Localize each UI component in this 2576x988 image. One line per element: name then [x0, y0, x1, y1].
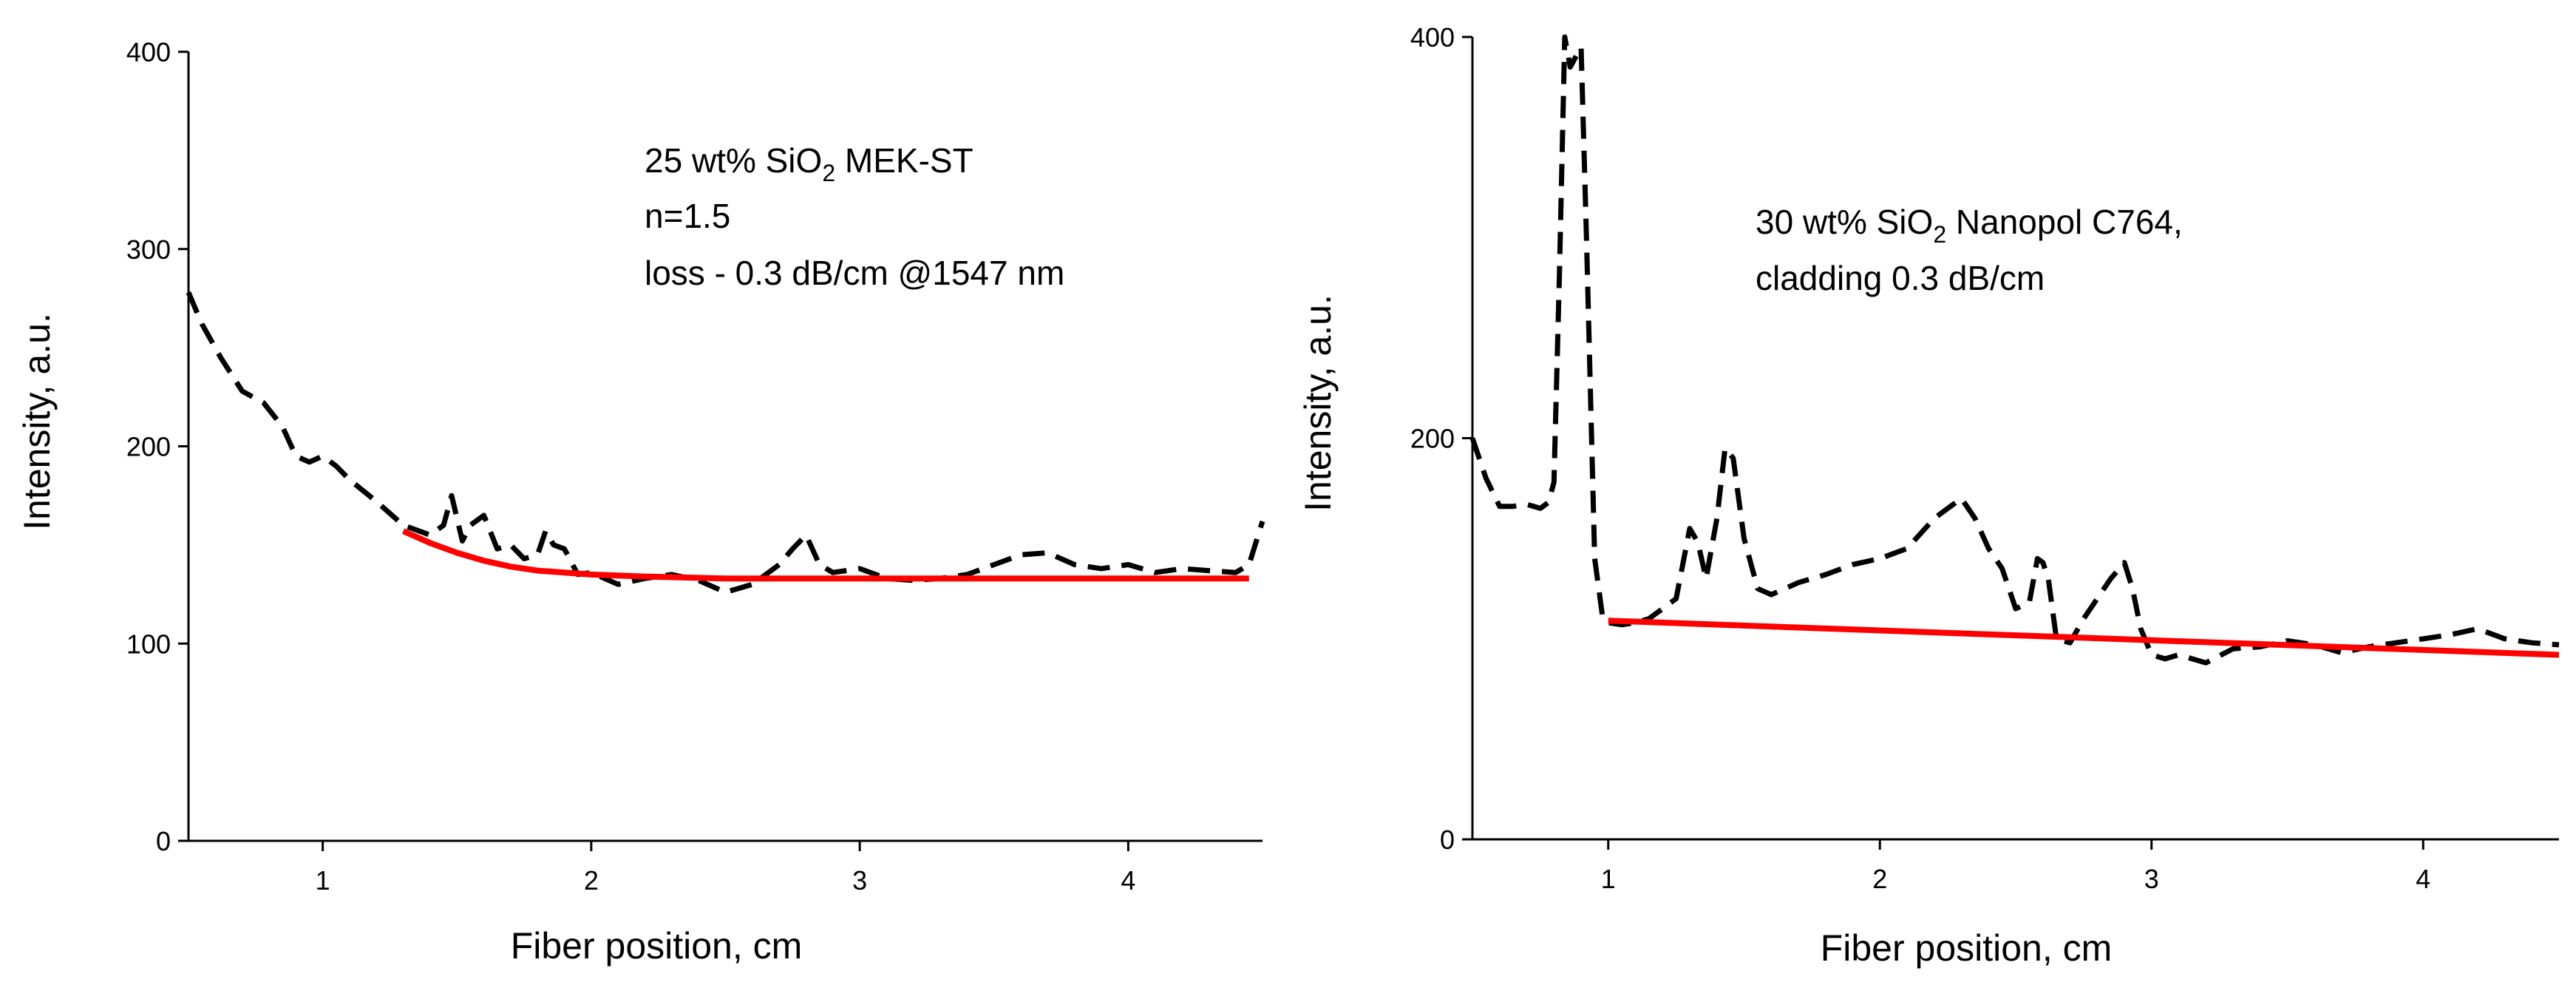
right-annotation-line1: 30 wt% SiO2 Nanopol C764, — [1756, 203, 2183, 248]
left-annotation-line2: n=1.5 — [645, 197, 730, 235]
right-series-measured — [1469, 34, 2560, 666]
left-annotation-line3: loss - 0.3 dB/cm @1547 nm — [645, 254, 1064, 292]
left-x-tick-label: 3 — [852, 865, 867, 896]
right-y-tick-label: 400 — [1410, 22, 1455, 53]
right-chart: 1 2 3 4 0 200 400 Fiber position, cm Intensity… — [1297, 22, 2560, 969]
right-series-fit — [1608, 618, 2560, 658]
left-y-axis-title: Intensity, a.u. — [16, 313, 58, 530]
left-x-tick-label: 4 — [1121, 865, 1135, 896]
right-x-axis-title: Fiber position, cm — [1821, 927, 2113, 969]
left-annotation-line1: 25 wt% SiO2 MEK-ST — [645, 141, 973, 186]
left-series — [186, 291, 1265, 595]
right-annotation-line2: cladding 0.3 dB/cm — [1756, 259, 2045, 297]
right-x-tick-label: 2 — [1872, 864, 1887, 894]
left-series-fit — [401, 528, 1249, 582]
right-series — [1469, 34, 2560, 666]
right-y-axis-title: Intensity, a.u. — [1297, 294, 1339, 512]
right-plot-area: 1 2 3 4 0 200 400 — [1410, 22, 2560, 894]
right-x-tick-label: 1 — [1601, 864, 1616, 894]
left-chart: 1 2 3 4 0 100 200 300 400 Fiber position, cm Int… — [16, 37, 1265, 967]
left-plot-area: 1 2 3 4 0 100 200 300 400 — [126, 37, 1265, 896]
right-y-tick-label: 200 — [1410, 424, 1455, 454]
left-y-tick-label: 200 — [126, 432, 171, 462]
left-y-tick-label: 400 — [126, 37, 171, 67]
left-y-tick-label: 300 — [126, 234, 171, 265]
left-annotation: 25 wt% SiO2 MEK-ST n=1.5 loss - 0.3 dB/c… — [645, 141, 1064, 292]
left-y-tick-label: 0 — [156, 826, 171, 856]
left-x-axis-title: Fiber position, cm — [511, 925, 803, 967]
left-x-tick-label: 1 — [316, 865, 330, 896]
right-y-tick-label: 0 — [1440, 825, 1455, 855]
right-ticks: 1 2 3 4 0 200 400 — [1410, 22, 2430, 894]
right-x-tick-label: 3 — [2144, 864, 2159, 894]
left-y-tick-label: 100 — [126, 629, 171, 659]
left-series-measured — [186, 291, 1265, 595]
left-ticks: 1 2 3 4 0 100 200 300 400 — [126, 37, 1135, 896]
right-annotation: 30 wt% SiO2 Nanopol C764, cladding 0.3 d… — [1756, 203, 2183, 297]
right-x-tick-label: 4 — [2416, 864, 2430, 894]
left-x-tick-label: 2 — [584, 865, 599, 896]
